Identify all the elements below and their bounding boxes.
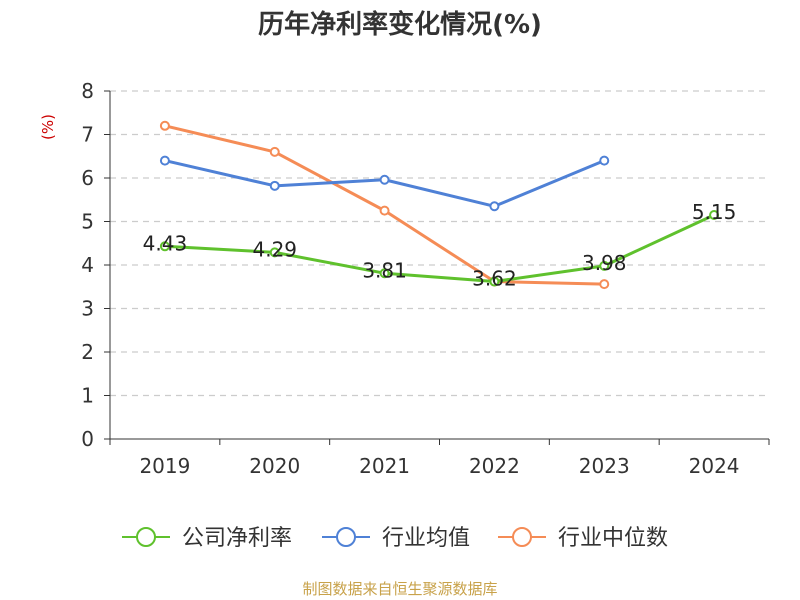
- x-tick-label: 2021: [359, 454, 410, 478]
- x-tick-label: 2019: [139, 454, 190, 478]
- data-point: [269, 180, 280, 191]
- data-label: 4.43: [143, 231, 188, 255]
- y-tick-label: 1: [81, 384, 94, 408]
- data-point: [709, 209, 720, 220]
- y-tick-label: 0: [81, 427, 94, 451]
- chart-title: 历年净利率变化情况(%): [258, 10, 542, 40]
- data-point: [379, 174, 390, 185]
- data-point: [489, 276, 500, 287]
- data-label: 5.15: [692, 200, 737, 224]
- data-point: [599, 279, 610, 290]
- source-note: 制图数据来自恒生聚源数据库: [302, 580, 498, 598]
- data-label: 3.62: [472, 267, 517, 291]
- x-tick-label: 2024: [689, 454, 740, 478]
- y-tick-label: 5: [81, 210, 94, 234]
- data-point: [599, 155, 610, 166]
- data-point: [159, 241, 170, 252]
- y-tick-label: 8: [81, 79, 94, 103]
- x-tick-label: 2022: [469, 454, 520, 478]
- data-point: [159, 155, 170, 166]
- y-tick-label: 3: [81, 297, 94, 321]
- data-label: 3.98: [582, 251, 627, 275]
- y-tick-label: 7: [81, 123, 94, 147]
- data-point: [489, 201, 500, 212]
- data-point: [599, 260, 610, 271]
- legend-marker: [512, 527, 532, 547]
- legend-label: 行业中位数: [558, 526, 668, 551]
- x-tick-label: 2020: [249, 454, 300, 478]
- y-tick-label: 2: [81, 340, 94, 364]
- legend-label: 公司净利率: [182, 526, 292, 551]
- legend-label: 行业均值: [382, 526, 470, 551]
- y-axis-label: (%): [39, 114, 57, 140]
- data-label: 4.29: [252, 237, 297, 261]
- data-point: [159, 120, 170, 131]
- data-point: [269, 247, 280, 258]
- data-point: [269, 146, 280, 157]
- series-line: [164, 213, 715, 284]
- y-tick-label: 4: [81, 253, 94, 277]
- data-point: [379, 268, 390, 279]
- data-point: [379, 205, 390, 216]
- y-tick-label: 6: [81, 166, 94, 190]
- x-tick-label: 2023: [579, 454, 630, 478]
- data-label: 3.81: [362, 258, 407, 282]
- legend-marker: [336, 527, 356, 547]
- legend-marker: [136, 527, 156, 547]
